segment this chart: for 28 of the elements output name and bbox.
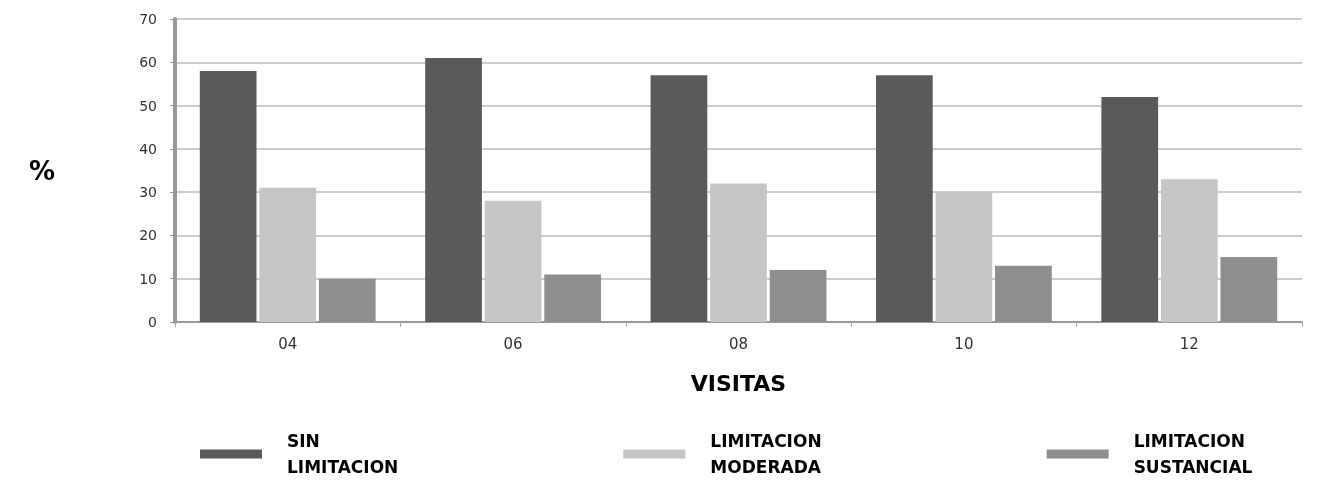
x-tick-label: 08 — [728, 334, 749, 353]
bar — [935, 192, 993, 322]
x-axis-title: VISITAS — [690, 370, 787, 396]
y-tick-label: 70 — [139, 11, 157, 27]
y-tick-label: 40 — [139, 140, 157, 157]
x-tick-label: 04 — [278, 334, 298, 353]
y-tick-label: 10 — [139, 270, 157, 287]
bar — [1101, 96, 1159, 322]
bar — [259, 187, 317, 322]
x-tick-label: 10 — [954, 334, 974, 353]
y-tick-label: 60 — [139, 54, 157, 71]
y-tick-label: 0 — [148, 314, 157, 330]
y-tick-label: 50 — [139, 97, 157, 114]
x-tick-label: 06 — [503, 334, 523, 353]
bar — [710, 183, 767, 322]
bar — [199, 70, 257, 322]
y-axis-title: % — [28, 155, 55, 186]
legend-label: SIN LIMITACION — [287, 431, 399, 477]
bar — [1160, 179, 1218, 322]
x-tick-label: 12 — [1179, 334, 1199, 353]
y-tick-label: 20 — [139, 227, 157, 244]
bar — [650, 75, 708, 322]
legend-label: LIMITACION SUSTANCIAL — [1133, 431, 1253, 477]
bar — [875, 75, 933, 322]
bar — [425, 57, 482, 322]
bar — [484, 200, 542, 322]
legend-label: LIMITACION MODERADA — [710, 431, 822, 477]
y-tick-label: 30 — [139, 184, 157, 201]
